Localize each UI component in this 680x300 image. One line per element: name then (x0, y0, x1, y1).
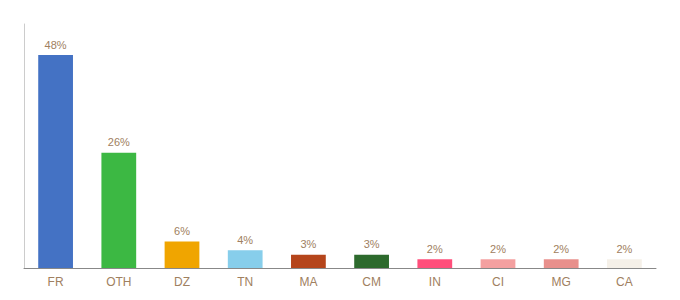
svg-text:2%: 2% (427, 243, 443, 255)
svg-text:CI: CI (492, 275, 504, 289)
svg-text:3%: 3% (300, 238, 316, 250)
svg-text:DZ: DZ (174, 275, 190, 289)
svg-text:26%: 26% (108, 136, 130, 148)
svg-text:CM: CM (362, 275, 381, 289)
svg-text:2%: 2% (616, 243, 632, 255)
svg-text:2%: 2% (553, 243, 569, 255)
svg-text:IN: IN (429, 275, 441, 289)
svg-text:FR: FR (48, 275, 64, 289)
svg-text:MG: MG (552, 275, 571, 289)
svg-text:OTH: OTH (106, 275, 131, 289)
svg-text:TN: TN (237, 275, 253, 289)
svg-text:48%: 48% (45, 39, 67, 51)
svg-text:3%: 3% (364, 238, 380, 250)
svg-text:6%: 6% (174, 225, 190, 237)
svg-text:2%: 2% (490, 243, 506, 255)
svg-text:4%: 4% (237, 234, 253, 246)
svg-text:MA: MA (299, 275, 317, 289)
svg-text:CA: CA (616, 275, 633, 289)
